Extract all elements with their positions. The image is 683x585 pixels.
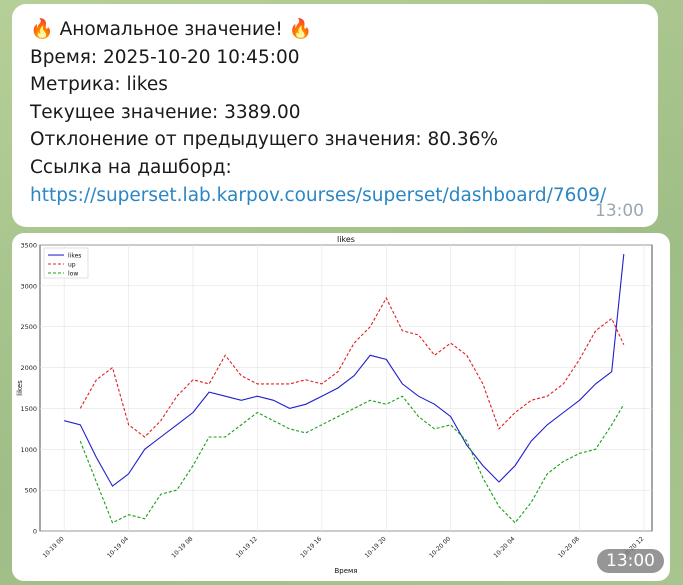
x-tick-label: 10-20 04 <box>492 535 516 559</box>
legend-label-likes: likes <box>68 253 81 260</box>
current-value-line: Текущее значение: 3389.00 <box>30 101 301 123</box>
series-line-low <box>79 395 625 524</box>
x-tick-label: 10-19 20 <box>364 535 388 559</box>
x-tick-label: 10-19 08 <box>170 535 194 559</box>
x-tick-label: 10-19 00 <box>42 535 66 559</box>
legend-label-low: low <box>68 271 78 278</box>
fire-icon: 🔥 <box>288 18 313 40</box>
y-tick-label: 2500 <box>20 323 37 331</box>
plot-frame <box>39 244 653 532</box>
photo-timestamp: 13:00 <box>597 549 664 573</box>
x-tick-label: 10-19 12 <box>235 535 259 559</box>
y-tick-label: 3000 <box>20 282 37 290</box>
deviation-line: Отклонение от предыдущего значения: 80.3… <box>30 129 499 151</box>
x-tick-label: 10-19 16 <box>299 535 323 559</box>
y-tick-label: 1000 <box>20 446 37 454</box>
alert-message-bubble[interactable]: 🔥 Аномальное значение! 🔥 Время: 2025-10-… <box>12 4 658 227</box>
y-tick-label: 1500 <box>20 405 37 413</box>
series-line-up <box>79 296 625 438</box>
legend-label-up: up <box>68 262 76 269</box>
dashboard-link-label: Ссылка на дашборд: <box>30 156 232 178</box>
chart-title: likes <box>337 235 355 244</box>
dashboard-link[interactable]: https://superset.lab.karpov.courses/supe… <box>30 184 607 206</box>
x-tick-label: 10-20 08 <box>557 535 581 559</box>
x-tick-label: 10-20 00 <box>428 535 452 559</box>
y-tick-label: 3500 <box>20 242 37 250</box>
x-axis-label: Время <box>334 567 357 575</box>
metric-line: Метрика: likes <box>30 74 168 96</box>
legend-box <box>43 247 89 279</box>
message-title: Аномальное значение! <box>59 19 283 40</box>
chart-image-message[interactable]: likes 0 500 1000 1500 2000 2500 3000 3500 10-19 0… <box>12 233 670 581</box>
y-axis-label: likes <box>16 380 24 396</box>
y-tick-label: 500 <box>25 487 37 495</box>
likes-chart: likes 0 500 1000 1500 2000 2500 3000 3500 10-19 0… <box>16 235 653 575</box>
message-title-line: 🔥 Аномальное значение! 🔥 <box>30 16 642 44</box>
series-line-likes <box>64 254 625 487</box>
y-tick-label: 2000 <box>20 364 37 372</box>
y-tick-label: 0 <box>33 528 37 536</box>
message-timestamp: 13:00 <box>595 201 644 221</box>
time-line: Время: 2025-10-20 10:45:00 <box>30 46 300 68</box>
x-tick-label: 10-19 04 <box>106 535 130 559</box>
fire-icon: 🔥 <box>30 18 54 40</box>
